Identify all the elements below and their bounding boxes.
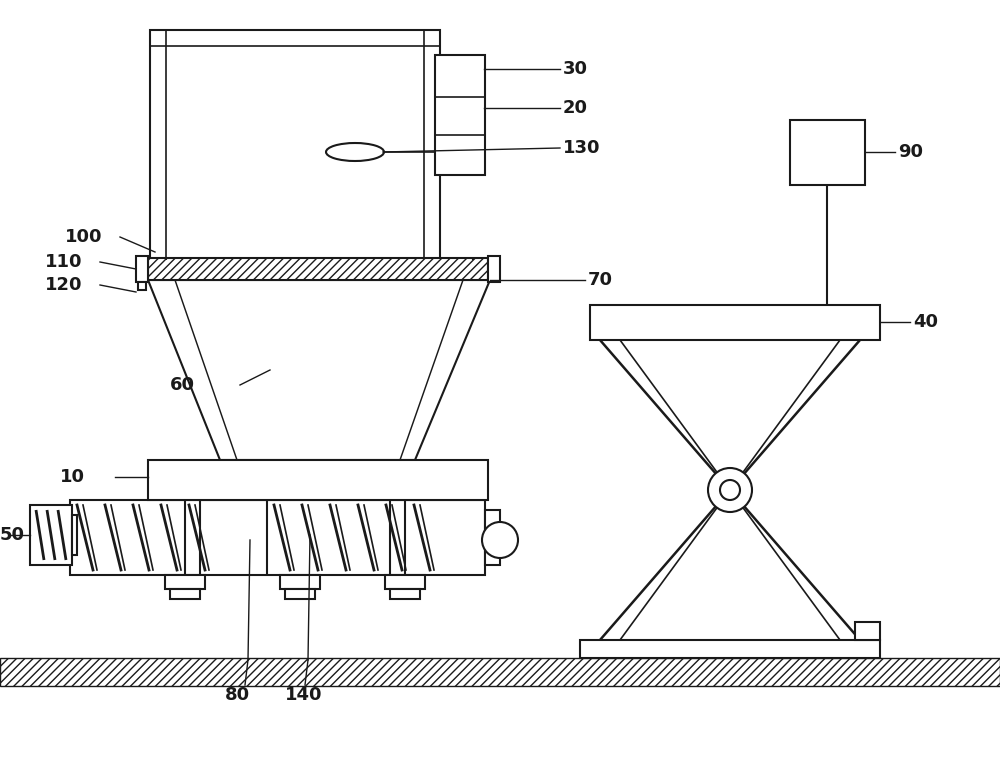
- Text: 130: 130: [563, 139, 600, 157]
- Bar: [70, 500, 485, 575]
- Bar: [72, 515, 77, 555]
- Bar: [280, 575, 320, 589]
- Bar: [855, 622, 880, 640]
- Text: 80: 80: [225, 686, 250, 704]
- Text: 60: 60: [170, 376, 195, 394]
- Bar: [485, 510, 500, 565]
- Circle shape: [708, 468, 752, 512]
- Text: 90: 90: [898, 143, 923, 161]
- Circle shape: [720, 480, 740, 500]
- Text: 50: 50: [0, 526, 25, 544]
- Bar: [165, 575, 205, 589]
- Bar: [136, 256, 148, 282]
- Bar: [148, 258, 488, 280]
- Bar: [385, 575, 425, 589]
- Bar: [30, 505, 72, 565]
- Bar: [435, 55, 485, 175]
- Bar: [580, 640, 880, 658]
- Bar: [488, 256, 500, 282]
- Bar: [148, 460, 488, 500]
- Text: 140: 140: [285, 686, 322, 704]
- Ellipse shape: [326, 143, 384, 161]
- Bar: [390, 589, 420, 599]
- Bar: [150, 30, 440, 260]
- Text: 120: 120: [45, 276, 82, 294]
- Bar: [0, 658, 1000, 686]
- Text: 10: 10: [60, 468, 85, 486]
- Bar: [170, 589, 200, 599]
- Polygon shape: [148, 280, 490, 460]
- Bar: [790, 120, 865, 185]
- Circle shape: [482, 522, 518, 558]
- Text: 110: 110: [45, 253, 82, 271]
- Bar: [285, 589, 315, 599]
- Text: 100: 100: [65, 228, 103, 246]
- Text: 30: 30: [563, 60, 588, 78]
- Text: 20: 20: [563, 99, 588, 117]
- Bar: [138, 282, 146, 290]
- Text: 70: 70: [588, 271, 613, 289]
- Bar: [590, 305, 880, 340]
- Text: 40: 40: [913, 313, 938, 331]
